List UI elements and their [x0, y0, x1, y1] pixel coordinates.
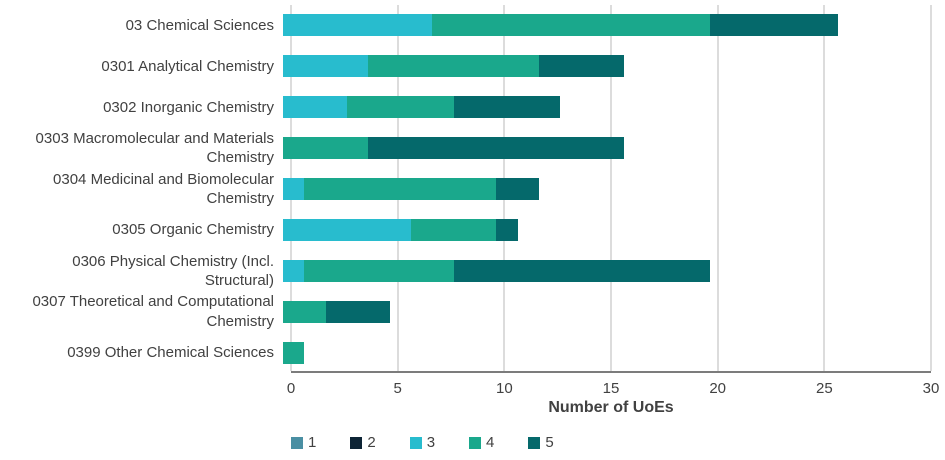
gridline-30 — [930, 5, 932, 371]
gridline-15 — [610, 5, 612, 371]
legend-swatch-3 — [409, 436, 422, 449]
bar-track — [283, 55, 923, 78]
legend: 1 2 3 4 5 — [291, 434, 945, 451]
bar-segment-series-3 — [283, 55, 369, 78]
legend-item-5: 5 — [528, 434, 554, 451]
bar-segment-series-4 — [283, 300, 326, 323]
bar-segment-series-5 — [368, 137, 625, 160]
x-axis-ticks: 0 5 10 15 20 25 30 — [287, 380, 940, 398]
chart-row: 0307 Theoretical and Computational Chemi… — [0, 291, 945, 332]
legend-item-4: 4 — [469, 434, 494, 451]
x-tick-label-0: 0 — [286, 380, 296, 397]
category-label: 03 Chemical Sciences — [125, 16, 274, 34]
bar-segment-series-5 — [453, 96, 561, 119]
legend-swatch-5 — [528, 436, 541, 449]
chart-row: 03 Chemical Sciences — [0, 5, 945, 46]
x-tick-label-20: 20 — [709, 380, 726, 397]
bar-segment-series-3 — [283, 259, 305, 282]
bar-track — [283, 96, 923, 119]
legend-item-2: 2 — [350, 434, 376, 451]
bar-segment-series-4 — [432, 14, 710, 37]
bar-segment-series-4 — [347, 96, 454, 119]
gridline-25 — [823, 5, 825, 371]
category-label: 0301 Analytical Chemistry — [101, 57, 274, 75]
x-tick-label-30: 30 — [922, 380, 940, 397]
chart-row: 0399 Other Chemical Sciences — [0, 332, 945, 373]
legend-swatch-2 — [350, 436, 363, 449]
legend-swatch-4 — [469, 436, 482, 449]
x-tick-label-5: 5 — [393, 380, 402, 397]
bar-track — [283, 300, 923, 323]
chart-row: 0301 Analytical Chemistry — [0, 46, 945, 87]
x-axis-title: Number of UoEs — [548, 399, 674, 416]
bar-track — [283, 14, 923, 37]
x-tick-label-10: 10 — [495, 380, 513, 397]
bar-segment-series-5 — [496, 218, 518, 241]
bar-track — [283, 178, 923, 200]
gridline-20 — [717, 5, 719, 371]
bar-track — [283, 341, 923, 364]
legend-item-3: 3 — [409, 434, 436, 451]
chart-row: 0302 Inorganic Chemistry — [0, 87, 945, 128]
chart-row: 0303 Macromolecular and Materials Chemis… — [0, 128, 945, 169]
legend-item-1: 1 — [291, 434, 316, 451]
legend-label-3: 3 — [426, 434, 436, 451]
plot-area: 03 Chemical Sciences 0301 Analytical Chem… — [0, 5, 945, 373]
legend-label-4: 4 — [486, 434, 495, 451]
bar-segment-series-5 — [496, 178, 539, 200]
bar-rows: 03 Chemical Sciences 0301 Analytical Chem… — [0, 5, 945, 373]
bar-track — [283, 259, 923, 282]
x-tick-label-15: 15 — [602, 380, 620, 397]
legend-swatch-1 — [291, 436, 303, 449]
chart-row: 0304 Medicinal and Biomolecular Chemistr… — [0, 169, 945, 210]
bar-segment-series-3 — [283, 96, 347, 119]
bar-segment-series-3 — [283, 218, 411, 241]
bar-segment-series-5 — [325, 300, 390, 323]
category-label: 0302 Inorganic Chemistry — [103, 98, 274, 116]
bar-segment-series-3 — [283, 178, 305, 200]
bar-segment-series-5 — [538, 55, 625, 78]
bar-segment-series-3 — [283, 14, 433, 37]
bar-track — [283, 137, 923, 160]
bar-segment-series-4 — [411, 218, 497, 241]
category-label: 0305 Organic Chemistry — [112, 221, 274, 239]
bar-segment-series-5 — [709, 14, 838, 37]
category-label: 0307 Theoretical and Computational Chemi… — [32, 293, 274, 330]
bar-track — [283, 218, 923, 241]
bar-segment-series-4 — [283, 341, 305, 364]
bar-segment-series-4 — [283, 137, 369, 160]
bar-segment-series-5 — [453, 259, 710, 282]
chart-row: 0305 Organic Chemistry — [0, 209, 945, 250]
bar-segment-series-4 — [368, 55, 539, 78]
legend-label-5: 5 — [545, 434, 554, 451]
legend-label-2: 2 — [367, 434, 376, 451]
category-label: 0303 Macromolecular and Materials Chemis… — [35, 129, 274, 167]
category-label: 0304 Medicinal and Biomolecular Chemistr… — [53, 170, 274, 207]
x-tick-label-25: 25 — [815, 380, 833, 397]
category-label: 0306 Physical Chemistry (Incl. Structura… — [72, 252, 274, 289]
chart-row: 0306 Physical Chemistry (Incl. Structura… — [0, 250, 945, 291]
bar-segment-series-4 — [304, 259, 454, 282]
bar-segment-series-4 — [304, 178, 497, 200]
legend-label-1: 1 — [308, 434, 317, 451]
category-label: 0399 Other Chemical Sciences — [67, 343, 274, 361]
